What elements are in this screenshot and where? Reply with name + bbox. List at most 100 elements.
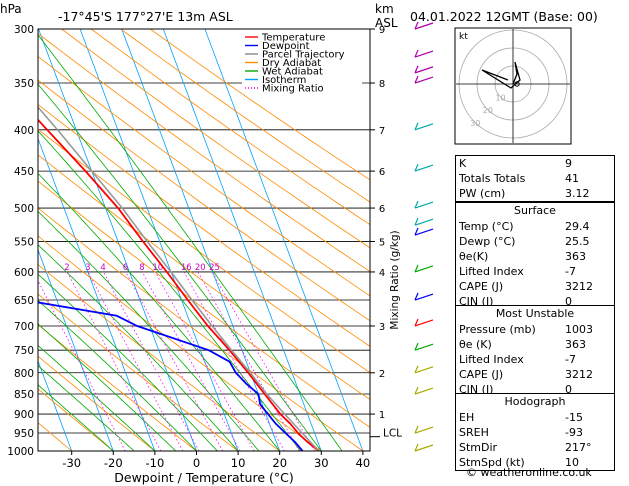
wet-adiabat-line xyxy=(38,172,281,451)
datetime-title: 04.01.2022 12GMT (Base: 00) xyxy=(410,9,598,24)
surface-row: Dewp (°C) 25.5 xyxy=(459,235,590,248)
legend-label: Dry Adiabat xyxy=(262,58,321,69)
wind-barb-flag xyxy=(414,365,419,374)
dry-adiabat-line xyxy=(61,29,370,249)
hodograph-unit-label: kt xyxy=(459,32,468,42)
dry-adiabat-line xyxy=(38,293,239,451)
dry-adiabat-line xyxy=(38,79,370,322)
dry-adiabat-line xyxy=(90,29,370,226)
surface-row: Temp (°C) 29.4 xyxy=(459,220,590,233)
dry-adiabat-line xyxy=(38,207,364,451)
x-tick-label: 30 xyxy=(314,456,329,470)
mixing-ratio-label: 16 xyxy=(181,263,192,273)
x-tick-label: 10 xyxy=(231,456,246,470)
wind-barb xyxy=(414,293,434,301)
legend-label: Temperature xyxy=(261,33,325,44)
wind-barb xyxy=(414,201,434,209)
wind-barb-flag xyxy=(414,318,419,327)
dry-adiabat-line xyxy=(38,422,72,451)
km-tick-label: 3 xyxy=(379,322,385,333)
km-tick-label: 2 xyxy=(379,369,385,380)
mixing-ratio-line xyxy=(87,271,184,451)
wind-barb-flag xyxy=(414,264,419,273)
km-tick-label: 6 xyxy=(379,167,385,178)
wind-barb xyxy=(414,228,434,236)
surface-row: CIN (J) 0 xyxy=(459,295,572,308)
surface-row: Lifted Index -7 xyxy=(459,265,576,278)
mixing-ratio-line xyxy=(155,271,255,451)
hodograph-ring-label: 30 xyxy=(470,119,480,128)
dry-adiabat-line xyxy=(38,56,370,297)
mixing-ratio-line xyxy=(125,271,224,451)
hodograph-row: SREH -93 xyxy=(459,426,583,439)
pressure-tick-label: 900 xyxy=(14,409,34,421)
surface-title: Surface xyxy=(514,204,556,217)
isotherm-line xyxy=(38,359,73,451)
x-axis-label: Dewpoint / Temperature (°C) xyxy=(114,470,293,485)
wind-barb-flag xyxy=(414,200,419,209)
pressure-tick-label: 850 xyxy=(14,389,34,401)
dry-adiabat-line xyxy=(38,154,370,401)
km-tick-label: 5 xyxy=(379,237,385,248)
legend-label: Isotherm xyxy=(262,75,306,86)
surface-table: Surface Temp (°C) 29.4 Dewp (°C) 25.5 θe(K… xyxy=(455,202,615,310)
km-tick-label: 4 xyxy=(379,268,385,279)
mixing-ratio-label: 20 xyxy=(195,263,206,273)
isotherm-line xyxy=(162,29,322,451)
wind-barb-flag xyxy=(414,443,419,452)
dry-adiabat-line xyxy=(38,235,322,451)
wind-barb-flag xyxy=(414,163,419,172)
pressure-tick-label: 550 xyxy=(14,236,34,248)
mixing-ratio-label: 6 xyxy=(123,263,128,273)
pressure-tick-label: 700 xyxy=(14,321,34,333)
most-unstable-row: Pressure (mb) 1003 xyxy=(459,323,593,336)
mixing-ratio-line xyxy=(103,271,200,451)
wet-adiabat-line xyxy=(38,365,135,451)
km-tick-label: 7 xyxy=(379,126,385,137)
most-unstable-row: CIN (J) 0 xyxy=(459,383,572,396)
wet-adiabat-line xyxy=(38,384,114,451)
index-row-totals: Totals Totals 41 xyxy=(459,172,579,185)
x-tick-label: 40 xyxy=(356,456,371,470)
wet-adiabat-line xyxy=(38,34,343,451)
pressure-tick-label: 400 xyxy=(14,125,34,137)
wind-barb xyxy=(414,426,434,434)
pressure-tick-label: 500 xyxy=(14,203,34,215)
wet-adiabat-line xyxy=(38,130,301,451)
wind-barb xyxy=(414,444,434,452)
hodograph-row: StmDir 217° xyxy=(459,441,592,454)
hodograph-row: EH -15 xyxy=(459,411,583,424)
dry-adiabat-line xyxy=(38,32,370,273)
wind-barb xyxy=(414,366,434,374)
wind-barb-flag xyxy=(414,49,419,58)
mixing-ratio-label: 4 xyxy=(100,263,105,273)
pressure-tick-label: 950 xyxy=(14,428,34,440)
location-title: -17°45'S 177°27'E 13m ASL xyxy=(58,9,233,24)
pressure-tick-label: 1000 xyxy=(7,446,34,458)
dry-adiabat-line xyxy=(38,388,114,451)
wet-adiabat-line xyxy=(38,244,239,451)
hodograph-table: Hodograph EH -15 SREH -93 StmDir 217° StmSp… xyxy=(455,393,615,471)
most-unstable-row: θe (K) 363 xyxy=(459,338,586,351)
wind-barb xyxy=(414,123,434,131)
wind-barb-flag xyxy=(414,227,419,236)
dry-adiabat-line xyxy=(38,355,156,451)
x-tick-label: 0 xyxy=(193,456,200,470)
pressure-tick-label: 800 xyxy=(14,368,34,380)
series-line-dewpoint xyxy=(38,301,304,451)
wind-barb xyxy=(414,265,434,273)
dry-adiabat-line xyxy=(38,180,370,428)
mixing-ratio-label: 3 xyxy=(85,263,90,273)
km-tick-label: 8 xyxy=(379,79,385,90)
dry-adiabat-line xyxy=(38,128,370,374)
wind-barb xyxy=(414,319,434,327)
wet-adiabat-line xyxy=(38,83,322,451)
mixing-ratio-line xyxy=(66,271,162,451)
pressure-tick-label: 650 xyxy=(14,295,34,307)
asl-unit-label: ASL xyxy=(375,16,398,30)
pressure-tick-label: 750 xyxy=(14,345,34,357)
km-tick-label: 9 xyxy=(379,25,385,36)
most-unstable-title: Most Unstable xyxy=(495,307,575,320)
